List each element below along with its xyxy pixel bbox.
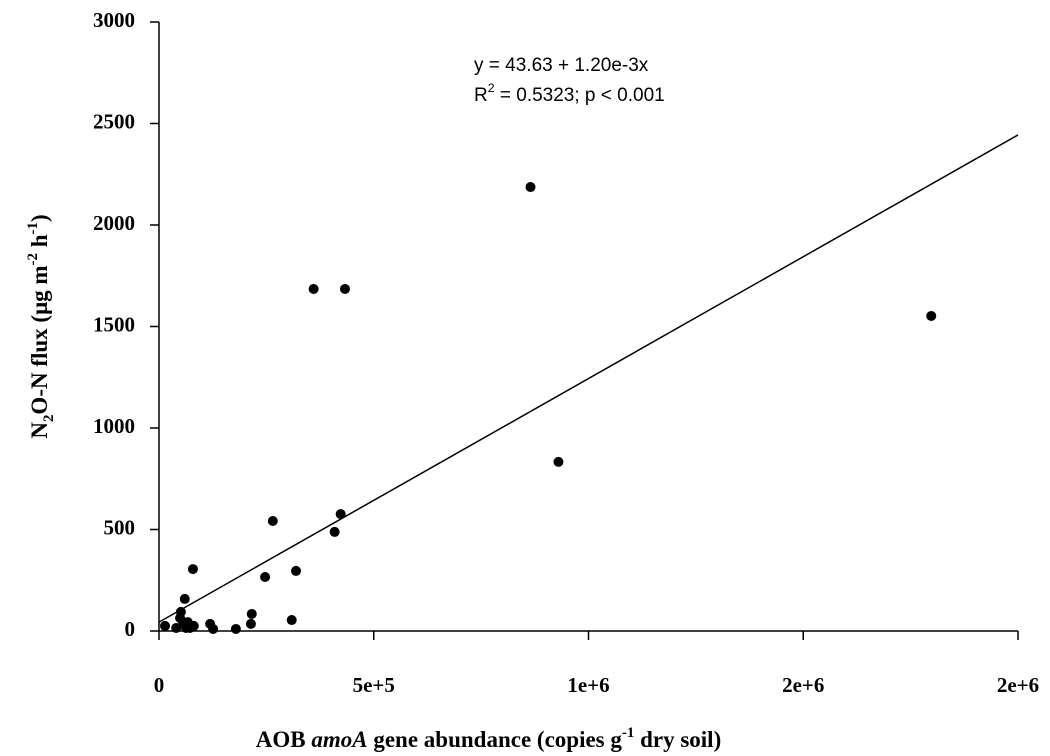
label-part: 2 [41, 415, 57, 422]
point [291, 565, 302, 576]
y-tick-label: 1000 [93, 414, 135, 438]
point [329, 526, 340, 537]
point [208, 623, 219, 634]
point [926, 310, 937, 321]
y-tick-label: 2500 [93, 109, 135, 133]
trend-line [158, 134, 1019, 623]
y-tick-label: 0 [125, 617, 136, 641]
point [308, 283, 319, 294]
point [179, 593, 190, 604]
label-part: -1 [25, 222, 41, 234]
label-part: R [474, 85, 488, 106]
label-part: y = 43.63 + 1.20e-3x [474, 55, 649, 76]
point [260, 572, 271, 583]
point [286, 615, 297, 626]
label-part: gene abundance (copies g [368, 727, 623, 752]
point [267, 515, 278, 526]
label-part: -2 [25, 253, 41, 265]
label-part: AOB [256, 727, 312, 752]
point [525, 182, 536, 193]
point [339, 283, 350, 294]
point [188, 620, 199, 631]
annotation: R2 = 0.5323; p < 0.001 [474, 81, 665, 106]
y-tick-label: 2000 [93, 211, 135, 235]
label-part: O-N flux (μg m [27, 265, 52, 414]
label-part: 2 [488, 81, 495, 95]
point [160, 620, 171, 631]
point [553, 456, 564, 467]
point [171, 622, 182, 633]
x-tick-label: 1e+6 [567, 673, 609, 697]
x-tick-label: 2e+6 [997, 673, 1039, 697]
y-tick-label: 500 [104, 515, 136, 539]
label-part: -1 [622, 725, 634, 741]
label-part: ) [27, 214, 52, 222]
point [335, 509, 346, 520]
label-part: N [27, 422, 52, 439]
x-axis-title: AOB amoA gene abundance (copies g-1 dry … [256, 725, 721, 752]
point [187, 564, 198, 575]
label-part: h [27, 234, 52, 253]
x-tick-label: 0 [154, 673, 165, 697]
point [245, 618, 256, 629]
x-tick-label: 5e+5 [353, 673, 395, 697]
y-tick-label: 1500 [93, 312, 135, 336]
y-axis-title: N2O-N flux (μg m-2 h-1) [25, 214, 57, 438]
label-part: = 0.5323; p < 0.001 [495, 85, 665, 106]
annotation: y = 43.63 + 1.20e-3x [474, 55, 649, 76]
x-tick-label: 2e+6 [782, 673, 824, 697]
label-part: dry soil) [634, 727, 721, 752]
point [246, 608, 257, 619]
y-tick-label: 3000 [93, 8, 135, 32]
label-part: amoA [311, 727, 367, 752]
point [230, 623, 241, 634]
point [175, 606, 186, 617]
